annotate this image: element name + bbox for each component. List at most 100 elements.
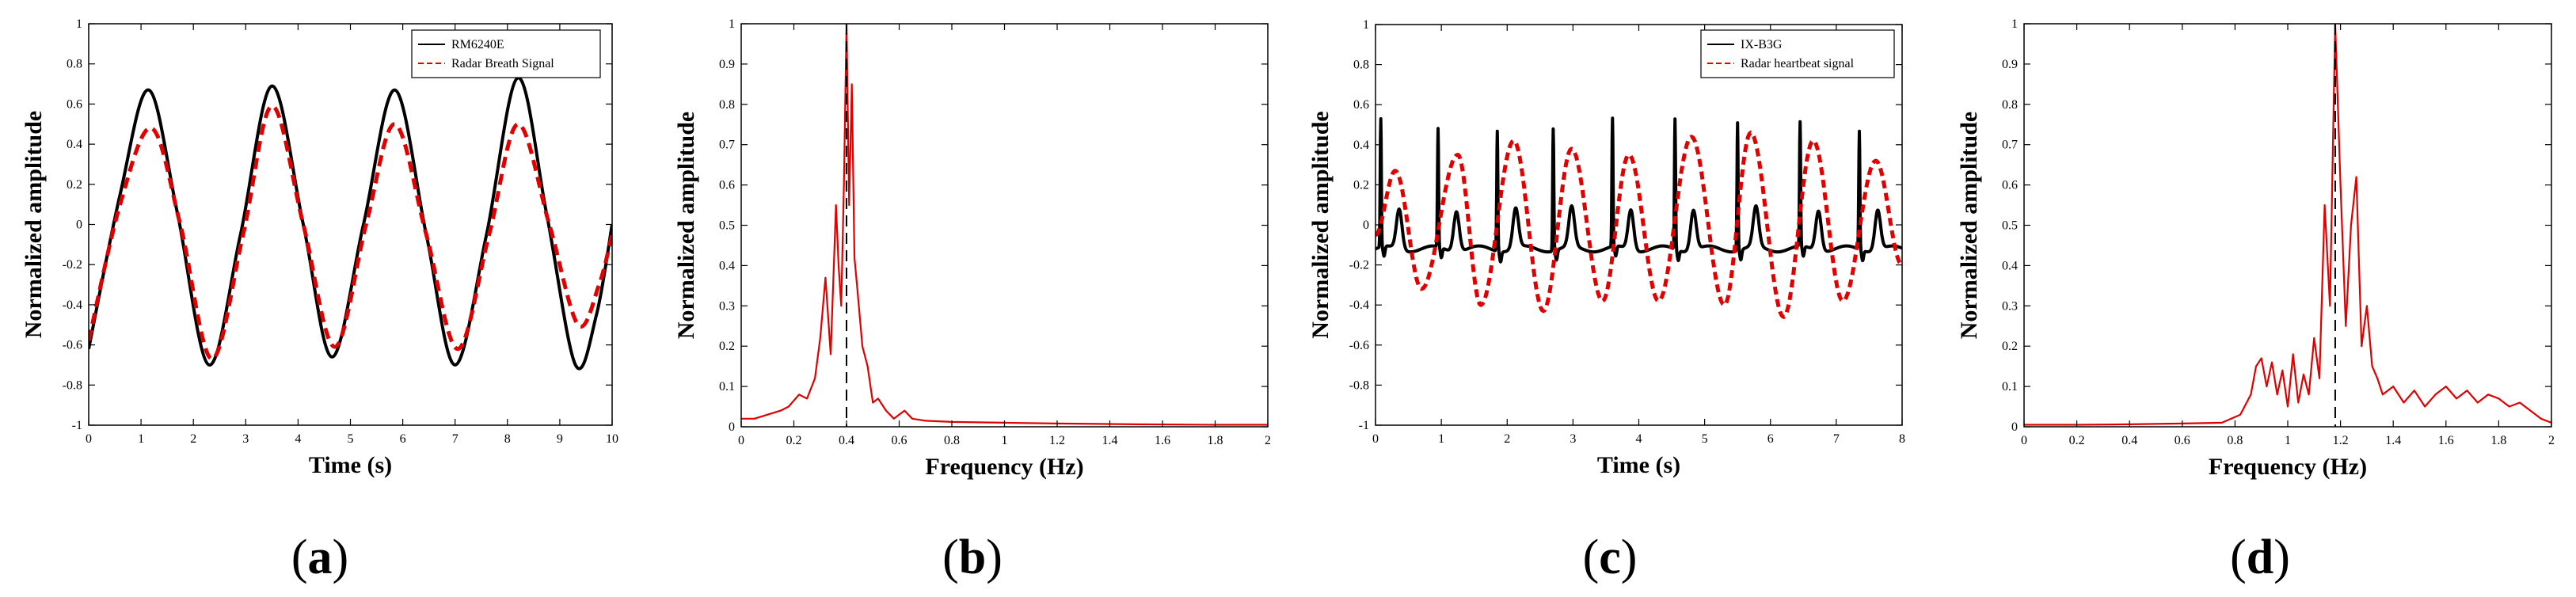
x-tick-label: 1 <box>1438 432 1444 446</box>
x-tick-label: 6 <box>400 432 406 446</box>
series-line-radar-heartbeat-signal <box>1376 131 1902 319</box>
x-tick-label: 0.6 <box>2175 434 2190 447</box>
y-tick-label: 0.6 <box>1353 98 1369 112</box>
y-tick-label: -0.8 <box>1349 378 1369 392</box>
legend: IX-B3G Radar heartbeat signal <box>1700 29 1895 78</box>
x-tick-label: 6 <box>1767 432 1774 446</box>
x-tick-label: 7 <box>1833 432 1840 446</box>
x-tick-label: 0.2 <box>786 434 802 447</box>
x-tick-label: 7 <box>452 432 459 446</box>
series-line-rm6240e <box>89 76 612 371</box>
y-tick-label: 1 <box>76 17 82 31</box>
y-tick-label: 0.4 <box>1353 139 1369 152</box>
y-tick-label: 0.9 <box>2002 58 2018 71</box>
y-tick-label: 0.4 <box>2002 259 2018 272</box>
series-line-spectrum <box>2024 24 2551 426</box>
legend-entry: Radar Breath Signal <box>451 57 554 70</box>
x-tick-label: 1 <box>1002 434 1008 447</box>
x-axis-label: Frequency (Hz) <box>925 454 1083 480</box>
x-tick-label: 5 <box>1702 432 1708 446</box>
legend-box <box>411 29 601 78</box>
x-tick-label: 1.6 <box>2438 434 2454 447</box>
x-tick-label: 1.4 <box>2385 434 2401 447</box>
y-axis-label: Normalized amplitude <box>1307 111 1334 338</box>
y-tick-label: 0.1 <box>719 380 735 394</box>
y-tick-label: 0 <box>1363 219 1369 232</box>
y-tick-label: 0.4 <box>719 259 735 272</box>
x-tick-label: 0.8 <box>944 434 960 447</box>
y-tick-label: 0 <box>76 219 82 232</box>
y-tick-label: 0.8 <box>67 58 82 71</box>
y-tick-label: -0.6 <box>1349 339 1369 352</box>
caption-a: (a) <box>291 530 348 584</box>
chart-panel-b: 0 0.2 0.4 0.6 0.8 1 1.2 1.4 1.6 1.8 2 0 0.1 0.2 0.3 0.4… <box>673 17 1271 480</box>
series-group <box>1376 116 1902 319</box>
y-tick-label: -0.4 <box>63 298 82 312</box>
legend: RM6240E Radar Breath Signal <box>411 29 601 78</box>
series-group <box>89 76 612 371</box>
caption-b: (b) <box>942 530 1003 584</box>
x-tick-label: 1.4 <box>1102 434 1118 447</box>
y-tick-label: 1 <box>729 17 735 31</box>
x-tick-label: 0.8 <box>2227 434 2243 447</box>
chart-panel-c: 0 1 2 3 4 5 6 7 8 -1 -0.8 -0.6 -0.4 -0.2 0 0.2 0.4 0.6 0.8… <box>1307 18 1905 478</box>
y-tick-label: 0.8 <box>719 98 735 112</box>
x-tick-label: 2 <box>1504 432 1510 446</box>
x-tick-label: 3 <box>1570 432 1576 446</box>
y-tick-label: -0.2 <box>1349 259 1369 272</box>
series-group <box>741 24 1268 426</box>
x-tick-label: 10 <box>606 432 618 446</box>
y-tick-label: 0.9 <box>719 58 735 71</box>
x-axis-label: Time (s) <box>309 452 392 478</box>
x-tick-label: 9 <box>557 432 563 446</box>
x-tick-label: 2 <box>1265 434 1271 447</box>
legend-entry: IX-B3G <box>1741 38 1783 51</box>
y-tick-label: 0.8 <box>1353 59 1369 72</box>
caption-c: (c) <box>1583 530 1638 584</box>
x-tick-label: 4 <box>1636 432 1642 446</box>
x-tick-label: 8 <box>1899 432 1905 446</box>
y-tick-label: 0.3 <box>719 299 735 313</box>
x-tick-label: 0 <box>738 434 744 447</box>
axes-frame <box>740 23 1269 428</box>
series-line-spectrum <box>741 24 1268 426</box>
x-axis-label: Time (s) <box>1597 452 1680 478</box>
axes-frame <box>88 23 613 426</box>
y-tick-label: 0.7 <box>719 139 735 152</box>
y-tick-label: -0.4 <box>1349 298 1369 312</box>
y-tick-label: 0.6 <box>719 179 735 192</box>
x-tick-label: 1 <box>138 432 144 446</box>
x-tick-label: 2 <box>2548 434 2555 447</box>
x-tick-label: 8 <box>504 432 511 446</box>
x-tick-label: 3 <box>242 432 249 446</box>
x-tick-label: 0.6 <box>892 434 907 447</box>
x-tick-label: 0 <box>86 432 92 446</box>
y-tick-label: 0.8 <box>2002 98 2018 112</box>
x-tick-label: 0 <box>2021 434 2027 447</box>
y-tick-label: 0.1 <box>2002 380 2018 394</box>
x-tick-label: 0 <box>1372 432 1379 446</box>
y-tick-label: 0.6 <box>67 97 82 111</box>
x-tick-label: 1.2 <box>1049 434 1065 447</box>
y-tick-label: 0.4 <box>67 138 82 151</box>
y-tick-label: -0.2 <box>63 258 82 272</box>
y-axis-label: Normalized amplitude <box>673 112 699 339</box>
y-tick-label: 0.3 <box>2002 299 2018 313</box>
chart-panel-a: 0 1 2 3 4 5 6 7 8 9 10 -1 -0.8 -0.6 -0.4 -0.2 0 0.2 0.4 0.6… <box>21 17 618 478</box>
x-axis-label: Frequency (Hz) <box>2209 454 2367 480</box>
y-tick-label: 0 <box>729 420 735 434</box>
y-tick-label: -0.8 <box>63 378 82 392</box>
y-tick-label: 0.2 <box>2002 340 2018 353</box>
y-tick-label: 1 <box>2011 17 2018 31</box>
y-tick-label: 0.2 <box>1353 178 1369 192</box>
x-tick-label: 1.8 <box>2490 434 2506 447</box>
y-tick-label: -1 <box>72 419 82 432</box>
x-tick-label: 0.4 <box>2121 434 2137 447</box>
x-tick-label: 5 <box>348 432 354 446</box>
x-tick-label: 1.6 <box>1155 434 1170 447</box>
x-tick-label: 4 <box>295 432 301 446</box>
x-tick-label: 2 <box>190 432 196 446</box>
x-tick-label: 1 <box>2285 434 2291 447</box>
series-line-ix-b3g <box>1376 116 1902 264</box>
